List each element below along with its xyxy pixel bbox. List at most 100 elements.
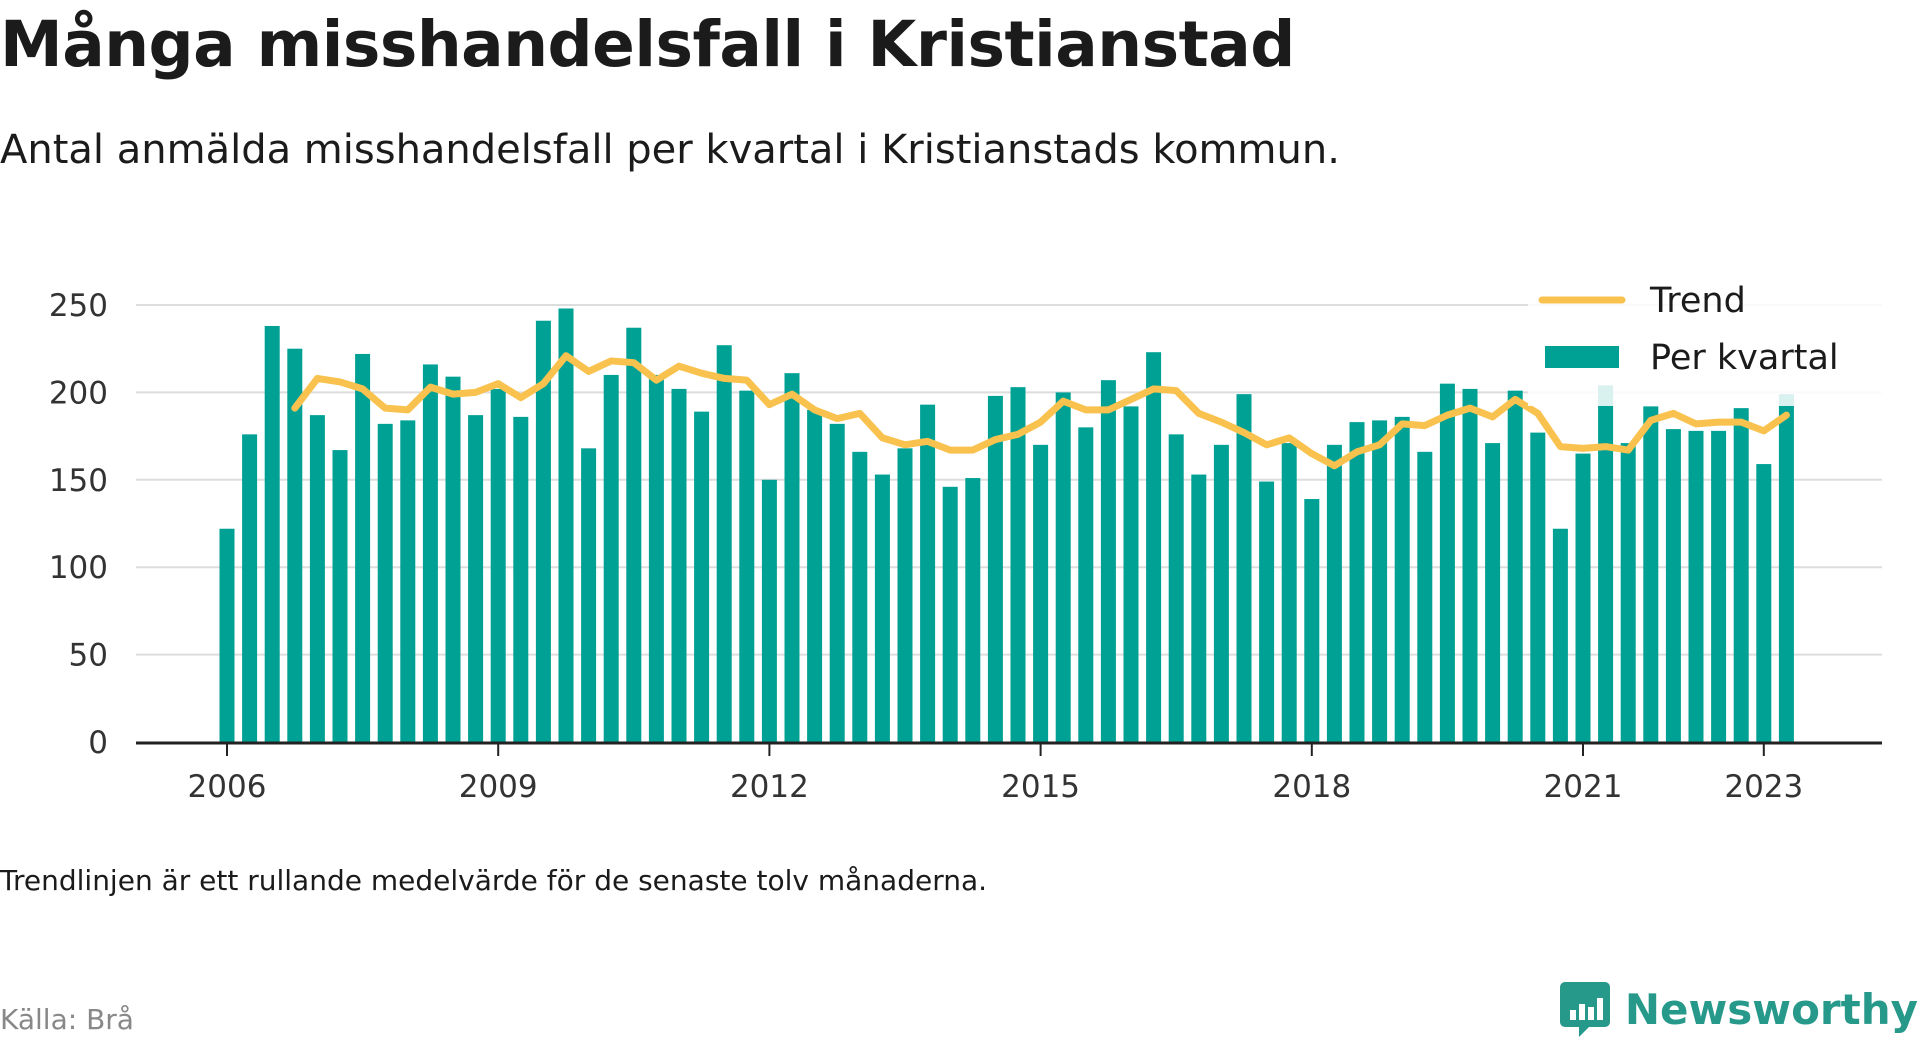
bar (1417, 451, 1433, 742)
bar (1507, 390, 1523, 742)
bar (1711, 430, 1727, 742)
bar (513, 416, 529, 742)
chart-note: Trendlinjen är ett rullande medelvärde f… (0, 864, 988, 897)
trend-line (291, 352, 1790, 470)
bar (1733, 408, 1749, 742)
bar (1439, 383, 1455, 742)
bar (987, 395, 1003, 742)
y-tick-label: 150 (49, 463, 108, 499)
bar (1372, 420, 1388, 742)
bar (1259, 481, 1275, 742)
x-tick-label: 2021 (1544, 769, 1623, 805)
bar (468, 415, 484, 742)
bar (942, 486, 958, 742)
bar (219, 528, 235, 742)
bar (1168, 434, 1184, 742)
brand-name: Newsworthy (1624, 984, 1918, 1034)
bar (1688, 430, 1704, 742)
bar (1213, 444, 1229, 742)
bar (1756, 464, 1772, 742)
bar (287, 348, 303, 742)
bar (1462, 388, 1478, 742)
bar (1485, 443, 1501, 742)
x-tick-label: 2015 (1001, 769, 1080, 805)
bar (1123, 406, 1139, 742)
bar (603, 374, 619, 742)
bar (1191, 474, 1207, 742)
bar (1304, 499, 1320, 742)
bar (1552, 528, 1568, 742)
bar (739, 390, 755, 742)
bar (716, 345, 732, 742)
bar (1078, 427, 1094, 742)
bar (332, 450, 348, 742)
bar (1349, 422, 1365, 742)
trend-line-group (291, 352, 1790, 470)
bar (355, 353, 371, 742)
bar (535, 320, 551, 742)
bar (1326, 444, 1342, 742)
bar (626, 327, 642, 742)
y-tick-label: 200 (49, 375, 108, 411)
bar (1394, 416, 1410, 742)
bar (1665, 429, 1681, 742)
y-tick-label: 50 (69, 638, 108, 674)
y-tick-label: 250 (49, 288, 108, 324)
legend-bar-swatch (1545, 346, 1619, 368)
bar (445, 376, 461, 742)
brand-logo: Newsworthy (1559, 980, 1918, 1038)
bar (648, 374, 664, 742)
chart-title: Många misshandelsfall i Kristianstad (0, 8, 1295, 81)
bar (1236, 394, 1252, 742)
bar (920, 404, 936, 742)
bar-line-chart: 0 50 100 150 200 250 2006 2009 2012 2015 2018 2021… (49, 281, 1908, 805)
bar (581, 448, 597, 742)
bar (671, 388, 687, 742)
bar (1530, 432, 1546, 742)
bar (1620, 443, 1636, 742)
y-tick-label: 0 (88, 725, 108, 761)
bar (377, 423, 393, 742)
bar (558, 308, 574, 742)
bar (1778, 394, 1794, 742)
bar (897, 448, 913, 742)
bar (1100, 380, 1116, 742)
bar (965, 478, 981, 742)
bar (242, 434, 258, 742)
bar (1281, 443, 1297, 742)
bar (784, 373, 800, 742)
chart-subtitle: Antal anmälda misshandelsfall per kvarta… (0, 127, 1340, 173)
x-tick-label: 2023 (1724, 769, 1803, 805)
bar (1033, 444, 1049, 742)
x-axis: 2006 2009 2012 2015 2018 2021 2023 (136, 741, 1882, 805)
bar (807, 409, 823, 742)
x-tick-label: 2009 (459, 769, 538, 805)
bar (309, 415, 325, 742)
legend-trend-label: Trend (1649, 281, 1746, 321)
bar (1643, 406, 1659, 742)
source-credit: Källa: Brå (0, 1003, 134, 1036)
x-tick-label: 2018 (1272, 769, 1351, 805)
bar (422, 364, 438, 742)
bar (400, 420, 416, 742)
legend-bar-label: Per kvartal (1650, 338, 1839, 378)
newsworthy-logo-icon (1559, 982, 1610, 1037)
bar (490, 388, 506, 742)
bar (1575, 453, 1591, 742)
bar (1146, 352, 1162, 742)
legend: Trend Per kvartal (1528, 281, 1908, 406)
bar (1598, 385, 1614, 742)
x-tick-label: 2006 (188, 769, 267, 805)
bar (264, 325, 280, 742)
bar (1055, 392, 1071, 742)
y-axis-ticks: 0 50 100 150 200 250 (49, 288, 108, 761)
x-tick-label: 2012 (730, 769, 809, 805)
y-tick-label: 100 (49, 550, 108, 586)
bar (761, 479, 777, 742)
bars-per-kvartal (219, 308, 1794, 742)
bar (694, 411, 710, 742)
bar (829, 423, 845, 742)
bar (874, 474, 890, 742)
bar (1010, 387, 1026, 742)
bar (852, 451, 868, 742)
